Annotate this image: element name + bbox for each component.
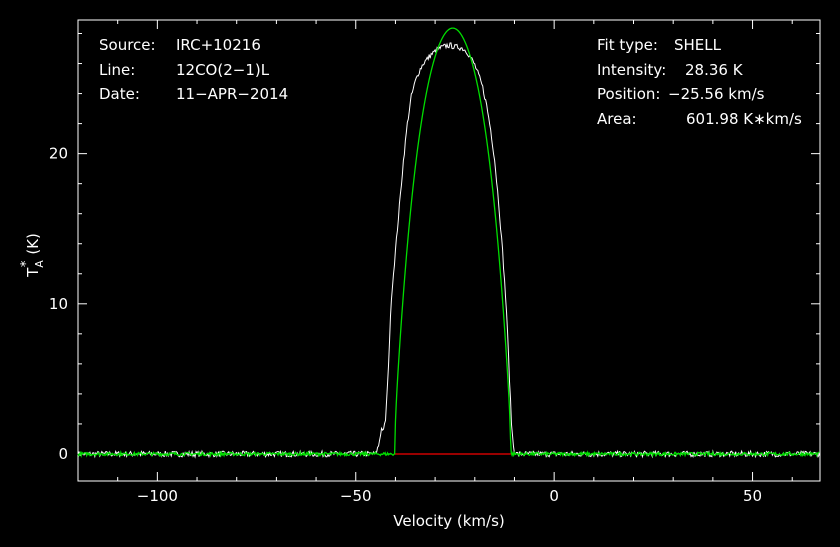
info-intensity-value: 28.36 K: [685, 61, 744, 79]
info-fit-type-value: SHELL: [674, 36, 722, 54]
axes-frame: [77, 19, 821, 482]
y-axis-label-sup: *: [19, 260, 34, 267]
info-fit-type-key: Fit type:: [597, 36, 658, 54]
x-tick-label: −50: [340, 487, 372, 505]
info-area-value: 601.98 K∗km/s: [686, 110, 802, 128]
info-line-key: Line:: [99, 61, 135, 79]
y-axis-label-unit: (K): [24, 233, 42, 255]
y-axis-label-sub: A: [33, 260, 46, 268]
y-tick-label: 0: [58, 445, 68, 463]
info-source-value: IRC+10216: [176, 36, 261, 54]
y-tick-label: 20: [49, 145, 68, 163]
info-intensity-key: Intensity:: [597, 61, 666, 79]
info-area-key: Area:: [597, 110, 637, 128]
info-date-key: Date:: [99, 85, 140, 103]
y-tick-label: 10: [49, 295, 68, 313]
info-date-value: 11−APR−2014: [176, 85, 288, 103]
info-position-key: Position:: [597, 85, 660, 103]
info-right: Fit type: SHELL Intensity: 28.36 K Posit…: [597, 36, 802, 128]
info-line-value: 12CO(2−1)L: [176, 61, 270, 79]
svg-text:TA*(K): TA* (K): [19, 233, 46, 278]
info-left: Source: IRC+10216 Line: 12CO(2−1)L Date:…: [99, 36, 288, 103]
y-axis-label-main: T: [24, 267, 42, 278]
x-tick-label: 0: [549, 487, 559, 505]
shell-fit-line: [77, 27, 820, 459]
info-source-key: Source:: [99, 36, 156, 54]
x-tick-label: −100: [137, 487, 178, 505]
y-axis-label: TA* (K): [19, 233, 46, 278]
axis-ticks: −100 −50 0 50 0 10 20: [49, 20, 820, 505]
x-tick-label: 50: [743, 487, 762, 505]
x-axis-label: Velocity (km/s): [393, 512, 504, 530]
info-position-value: −25.56 km/s: [668, 85, 765, 103]
